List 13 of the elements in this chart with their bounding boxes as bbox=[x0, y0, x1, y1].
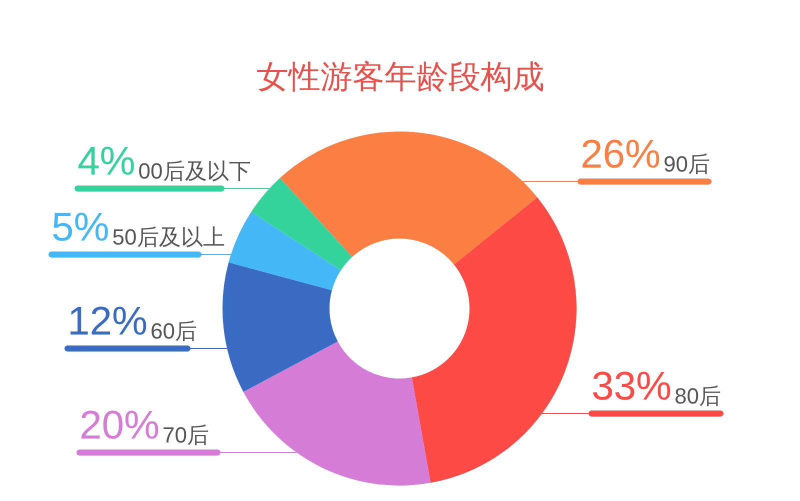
data-label: 33% bbox=[592, 364, 672, 408]
slice-label: 70后 bbox=[162, 422, 210, 448]
data-label: 12% bbox=[68, 300, 148, 344]
data-label: 20% bbox=[80, 404, 160, 448]
slice-label: 00后及以下 bbox=[138, 158, 251, 184]
chart-title: 女性游客年龄段构成 bbox=[256, 58, 544, 94]
data-label: 26% bbox=[580, 132, 661, 176]
slice-label: 50后及以上 bbox=[112, 224, 225, 250]
data-label: 5% bbox=[52, 206, 110, 250]
slice-label: 60后 bbox=[150, 318, 198, 344]
slice-label: 80后 bbox=[674, 384, 722, 408]
slice-label: 90后 bbox=[664, 152, 710, 176]
data-label: 4% bbox=[78, 140, 136, 184]
